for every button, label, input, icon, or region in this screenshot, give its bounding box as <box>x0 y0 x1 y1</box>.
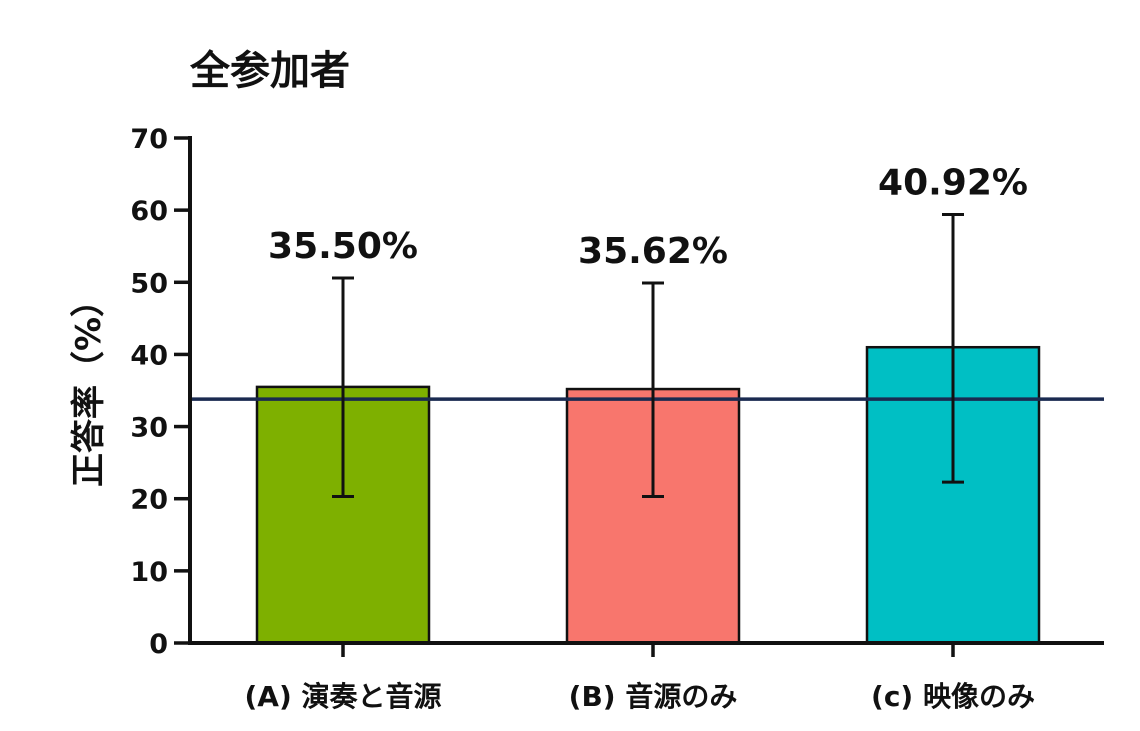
y-tick-label: 60 <box>130 196 168 227</box>
data-label: 35.62% <box>578 231 728 272</box>
y-tick-label: 10 <box>130 557 168 588</box>
y-tick-label: 70 <box>130 124 168 155</box>
y-tick-label: 40 <box>130 340 168 371</box>
y-tick-label: 30 <box>130 413 168 444</box>
y-axis-label: 正答率（%） <box>69 283 109 487</box>
x-tick-label: (c) 映像のみ <box>871 680 1035 713</box>
y-tick-label: 50 <box>130 268 168 299</box>
data-label: 40.92% <box>878 162 1028 203</box>
y-tick-label: 0 <box>149 629 168 660</box>
x-tick-label: (A) 演奏と音源 <box>244 680 441 713</box>
x-tick-label: (B) 音源のみ <box>569 680 738 713</box>
data-label: 35.50% <box>268 226 418 267</box>
plot-area: 35.50% 35.62% 40.92% 0 10 20 30 40 50 60 70 (A) 演奏と… <box>130 124 1104 713</box>
y-tick-label: 20 <box>130 485 168 516</box>
chart-title: 全参加者 <box>189 48 350 94</box>
